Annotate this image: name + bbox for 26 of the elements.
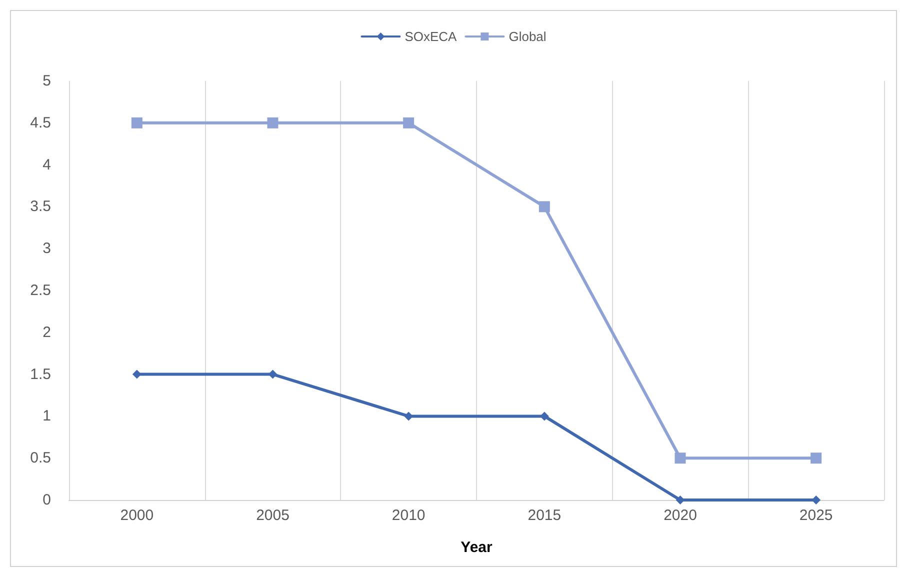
x-tick-label: 2005 xyxy=(256,507,290,524)
point xyxy=(267,117,278,128)
point xyxy=(131,117,142,128)
legend-label: Global xyxy=(508,29,546,44)
x-tick-label: 2025 xyxy=(799,507,833,524)
point xyxy=(538,201,550,212)
x-tick-label: 2000 xyxy=(120,507,154,524)
y-tick-label: 0.5 xyxy=(30,450,51,467)
y-tick-label: 2.5 xyxy=(30,282,51,299)
y-tick-label: 3 xyxy=(42,240,51,258)
y-tick-label: 5 xyxy=(42,72,51,90)
y-tick-label: 2 xyxy=(42,324,51,341)
x-tick-label: 2015 xyxy=(528,507,562,524)
x-axis-title: Year xyxy=(460,539,493,556)
y-tick-label: 3.5 xyxy=(30,198,51,216)
y-tick-label: 1.5 xyxy=(30,366,51,383)
y-tick-label: 4 xyxy=(42,156,51,174)
point xyxy=(810,452,822,464)
x-tick-label: 2010 xyxy=(392,507,426,524)
x-tick-label: 2020 xyxy=(664,507,697,524)
y-tick-label: 4.5 xyxy=(30,114,51,132)
y-tick-label: 1 xyxy=(42,408,51,425)
point xyxy=(674,452,686,464)
point xyxy=(403,117,414,128)
y-tick-label: 0 xyxy=(42,492,51,508)
legend-label: SOxECA xyxy=(404,29,458,44)
